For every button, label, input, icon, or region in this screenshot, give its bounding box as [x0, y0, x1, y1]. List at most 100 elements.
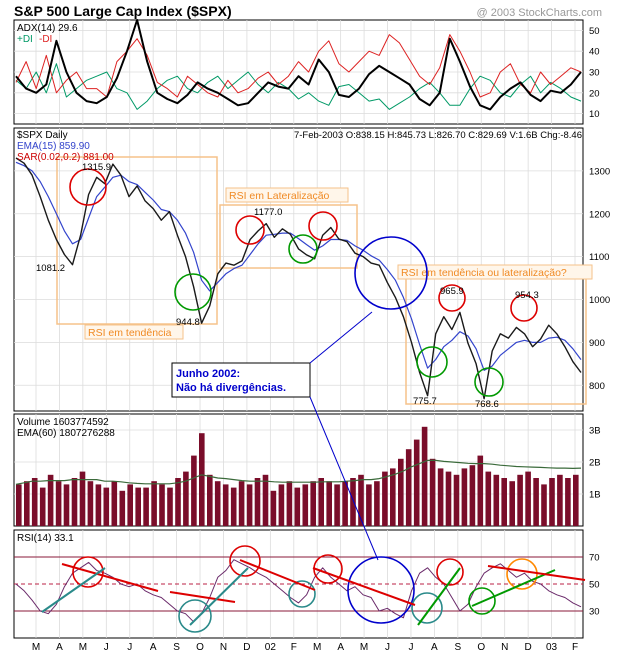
note-text: Junho 2002: Não há divergências. [176, 368, 286, 394]
volume-bar [533, 478, 539, 526]
lateral-label-bg [225, 187, 349, 203]
rsi-trendline-teal-1 [41, 567, 106, 613]
price-label-1315: 1315.9 [82, 162, 111, 173]
circle-green-price-4 [474, 367, 504, 397]
sar-label: SAR(0.02,0.2) 881.00 [17, 152, 114, 163]
price-label-1081: 1081.2 [36, 263, 65, 274]
circle-red-price-1 [69, 168, 107, 206]
x-tick-label: M [360, 642, 368, 653]
volume-bar [405, 449, 412, 526]
volume-bar [127, 484, 133, 526]
x-tick-label: A [150, 642, 157, 653]
price-label-944: 944.8 [176, 317, 200, 328]
rsi-tick-label: 30 [589, 607, 600, 618]
volume-bar [63, 484, 70, 526]
volume-bar [310, 481, 316, 526]
volume-ema-label: EMA(60) 1807276288 [17, 428, 115, 439]
volume-bar [207, 474, 213, 526]
circle-blue-rsi [347, 556, 415, 624]
volume-bar [398, 458, 404, 526]
volume-bar [47, 474, 54, 526]
price-tick-label: 800 [589, 381, 605, 392]
trend-label-bg [84, 324, 184, 340]
rsi-trendline-red-3 [239, 559, 316, 591]
x-tick-label: 03 [546, 642, 558, 653]
volume-bar [413, 439, 420, 526]
rsi-trendline-green-1 [417, 567, 461, 626]
volume-bar [39, 487, 46, 526]
price-label: $SPX Daily [17, 130, 68, 141]
price-tick-label: 1200 [589, 209, 610, 220]
x-tick-label: M [32, 642, 40, 653]
circle-red-price-5 [510, 294, 538, 322]
volume-bar [573, 474, 579, 526]
circle-red-rsi-4 [436, 558, 464, 586]
volume-bar [167, 487, 173, 526]
plus-di-line [15, 63, 582, 110]
plus-di-label: +DI [17, 34, 33, 45]
volume-bar [350, 478, 356, 526]
rsi-trendline-red-2 [169, 591, 236, 603]
circle-red-price-4 [438, 284, 466, 312]
volume-bar [374, 481, 380, 526]
circle-layer [69, 168, 538, 633]
x-tick-label: O [477, 642, 485, 653]
tick-layer: M A M J J A S O N D 02 F M A M J J A S O N D 03 F 50 40 30 20 10 1300… [32, 26, 610, 653]
price-tick-label: 1100 [589, 252, 609, 263]
circle-red-price-2 [235, 215, 265, 245]
volume-bar [175, 478, 181, 526]
volume-tick-label: 2B [589, 458, 601, 469]
rsi-tick-label: 70 [589, 553, 600, 564]
x-tick-label: A [56, 642, 63, 653]
volume-bar [549, 478, 555, 526]
question-label: RSI em tendência ou lateralização? [401, 267, 567, 279]
rsi-trendline-red-5 [487, 565, 586, 581]
x-tick-label: F [291, 642, 297, 653]
chart-title: S&P 500 Large Cap Index ($SPX) [14, 3, 232, 19]
x-tick-label: D [243, 642, 250, 653]
volume-bar [509, 481, 515, 526]
circle-teal-rsi-2 [288, 580, 316, 608]
volume-bar [565, 478, 571, 526]
x-tick-label: N [501, 642, 508, 653]
circle-red-rsi-1 [72, 556, 104, 588]
volume-label: Volume 1603774592 [17, 417, 109, 428]
volume-bar [87, 481, 94, 526]
volume-bar [429, 458, 436, 526]
circle-green-price-2 [288, 234, 318, 264]
x-tick-label: A [431, 642, 438, 653]
x-tick-label: F [572, 642, 578, 653]
adx-line [15, 19, 582, 111]
volume-bar [79, 471, 86, 526]
volume-bar [31, 478, 38, 526]
volume-bar [501, 478, 507, 526]
volume-bar [214, 481, 221, 526]
volume-bar [286, 481, 293, 526]
price-label-768: 768.6 [475, 399, 499, 410]
note-line-2: Não há divergências. [176, 382, 286, 394]
volume-bar [270, 490, 277, 526]
rsi-tick-label: 50 [589, 580, 600, 591]
volume-bar [71, 478, 78, 526]
note-connector-lower [309, 396, 379, 561]
price-line [15, 157, 582, 400]
volume-bar [421, 426, 428, 526]
rsi-line [15, 559, 582, 623]
adx-tick-label: 40 [589, 47, 600, 58]
volume-bar [111, 481, 118, 526]
volume-bar [366, 484, 372, 526]
volume-bar [437, 468, 444, 526]
volume-bar [246, 484, 253, 526]
adx-label: ADX(14) 29.6 [17, 23, 78, 34]
circle-teal-rsi-3 [411, 592, 443, 624]
volume-bar [119, 490, 126, 526]
volume-bar [199, 433, 205, 526]
lateral-label: RSI em Lateralização [229, 190, 330, 202]
volume-bar [334, 484, 340, 526]
rsi-trendline-red-4 [312, 567, 416, 606]
volume-bar [222, 484, 229, 526]
volume-bar [358, 474, 364, 526]
adx-tick-label: 10 [589, 109, 600, 120]
volume-bar [191, 455, 197, 526]
volume-bar [493, 474, 500, 526]
